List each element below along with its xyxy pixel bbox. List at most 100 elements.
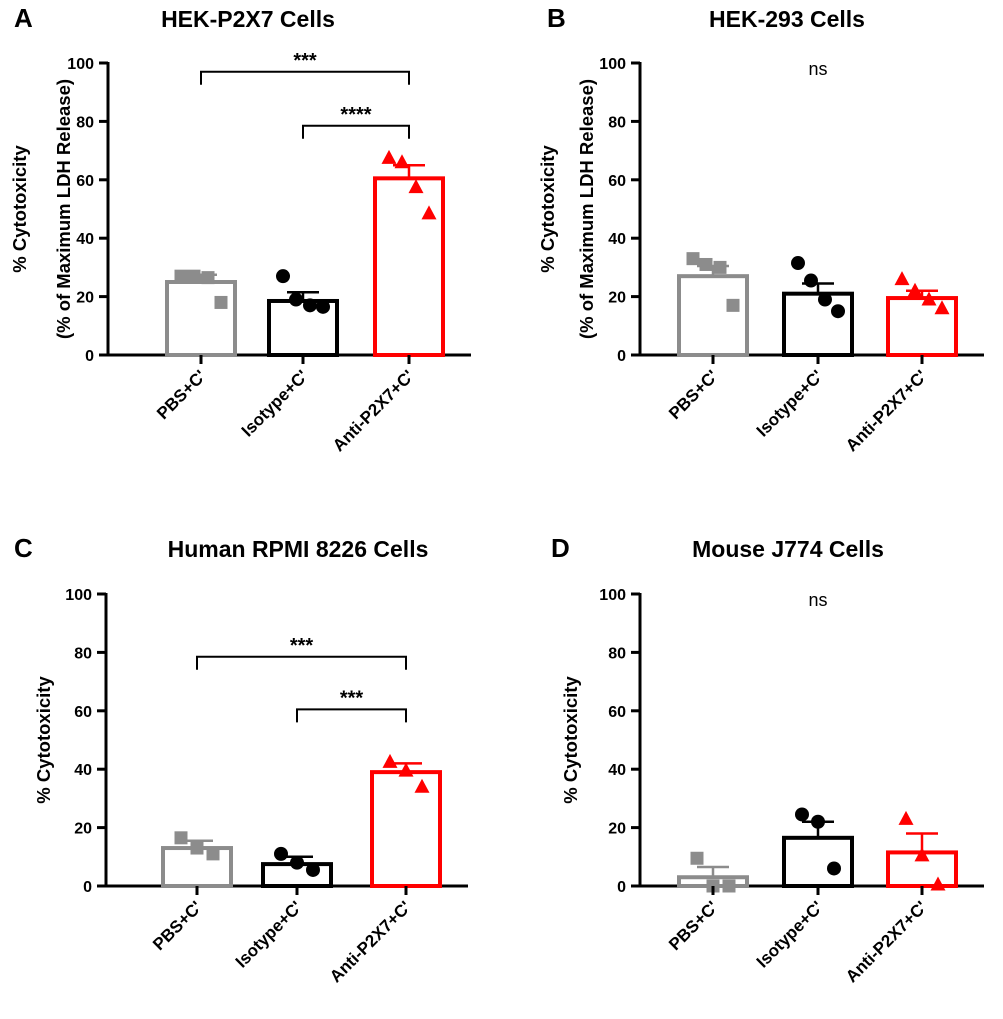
data-point	[907, 282, 923, 297]
data-point	[408, 179, 424, 194]
data-point	[274, 846, 288, 861]
data-point	[827, 861, 841, 876]
data-point	[811, 814, 825, 829]
data-point	[421, 205, 437, 220]
x-tick-label: Anti-P2X7+C'	[329, 366, 418, 455]
data-point	[201, 271, 215, 285]
data-point	[174, 269, 188, 283]
data-point	[831, 304, 845, 319]
x-tick-label: Isotype+C'	[753, 366, 827, 440]
y-tick-label: 60	[608, 173, 626, 190]
y-tick-label: 0	[617, 879, 626, 896]
y-axis-label: % Cytotoxicity	[560, 676, 581, 804]
y-tick-label: 80	[608, 114, 626, 131]
y-axis-label: (% of Maximum LDH Release)	[53, 79, 74, 339]
significance-label: ***	[340, 687, 364, 709]
significance-bracket	[296, 708, 407, 723]
y-axis-label: % Cytotoxicity	[537, 145, 558, 273]
panel-d: D Mouse J774 Cells % Cytotoxicity 0 20 40 60 80…	[551, 533, 984, 986]
x-tick-label: PBS+C'	[665, 897, 722, 954]
panel-letter: A	[14, 3, 33, 33]
panel-a: A HEK-P2X7 Cells % Cytotoxicity (% of Maxim…	[9, 3, 471, 455]
chart-title: Human RPMI 8226 Cells	[168, 536, 429, 562]
significance-label: ***	[290, 635, 314, 657]
data-point	[804, 273, 818, 288]
data-point	[791, 256, 805, 271]
x-tick-label: Isotype+C'	[753, 897, 827, 971]
x-tick-label: Anti-P2X7+C'	[326, 897, 415, 986]
y-tick-label: 100	[67, 56, 94, 73]
data-point	[921, 291, 937, 306]
y-tick-label: 40	[76, 231, 94, 248]
significance-label: ****	[340, 104, 371, 126]
panel-letter: D	[551, 533, 570, 563]
y-tick-label: 20	[76, 290, 94, 307]
bar-2	[370, 770, 442, 888]
y-tick-label: 100	[599, 56, 626, 73]
panel-letter: C	[14, 533, 33, 563]
bar-1	[782, 835, 854, 889]
panel-b: B HEK-293 Cells % Cytotoxicity (% of Maximu…	[537, 3, 984, 455]
data-point	[914, 847, 930, 862]
y-axis-label: % Cytotoxicity	[9, 145, 30, 273]
data-point	[214, 295, 228, 309]
y-tick-label: 40	[608, 762, 626, 779]
y-tick-label: 80	[608, 645, 626, 662]
data-point	[726, 298, 740, 312]
data-point	[930, 876, 946, 891]
x-tick-label: PBS+C'	[149, 897, 206, 954]
data-point	[394, 154, 410, 169]
x-tick-label: PBS+C'	[153, 366, 210, 423]
y-tick-label: 80	[76, 114, 94, 131]
data-point	[306, 862, 320, 877]
data-point	[894, 271, 910, 286]
y-tick-label: 100	[65, 587, 92, 604]
x-tick-label: Isotype+C'	[238, 366, 312, 440]
x-tick-label: Anti-P2X7+C'	[842, 897, 931, 986]
ns-annotation: ns	[808, 59, 827, 79]
y-tick-label: 60	[76, 173, 94, 190]
chart-title: HEK-P2X7 Cells	[161, 6, 335, 32]
ns-annotation: ns	[808, 590, 827, 610]
data-point	[381, 149, 397, 164]
data-point	[290, 855, 304, 870]
significance-bracket	[200, 70, 410, 85]
y-tick-label: 40	[74, 762, 92, 779]
data-point	[686, 252, 700, 266]
significance-bracket	[302, 124, 410, 139]
y-tick-label: 100	[599, 587, 626, 604]
data-point	[818, 292, 832, 307]
y-tick-label: 60	[74, 704, 92, 721]
significance-bracket	[196, 655, 407, 670]
y-tick-label: 20	[608, 821, 626, 838]
y-tick-label: 0	[85, 348, 94, 365]
data-point	[795, 807, 809, 822]
chart-title: HEK-293 Cells	[709, 6, 865, 32]
y-tick-label: 0	[83, 879, 92, 896]
significance-label: ***	[293, 50, 317, 72]
panel-letter: B	[547, 3, 566, 33]
data-point	[289, 292, 303, 307]
data-point	[398, 762, 414, 777]
chart-title: Mouse J774 Cells	[692, 536, 884, 562]
data-point	[722, 879, 736, 893]
bar-1	[782, 291, 854, 357]
data-point	[206, 847, 220, 861]
x-tick-label: Isotype+C'	[232, 897, 306, 971]
data-point	[276, 269, 290, 284]
y-tick-label: 80	[74, 645, 92, 662]
data-point	[414, 778, 430, 793]
y-tick-label: 20	[608, 290, 626, 307]
data-point	[190, 841, 204, 855]
data-point	[713, 260, 727, 274]
bar-0	[677, 274, 749, 357]
x-tick-label: PBS+C'	[665, 366, 722, 423]
data-point	[934, 300, 950, 315]
panel-c: C Human RPMI 8226 Cells % Cytotoxicity 0 20 4…	[14, 533, 468, 986]
y-axis-label: % Cytotoxicity	[33, 676, 54, 804]
bar-2	[373, 176, 445, 357]
y-tick-label: 60	[608, 704, 626, 721]
data-point	[699, 257, 713, 271]
data-point	[690, 851, 704, 865]
